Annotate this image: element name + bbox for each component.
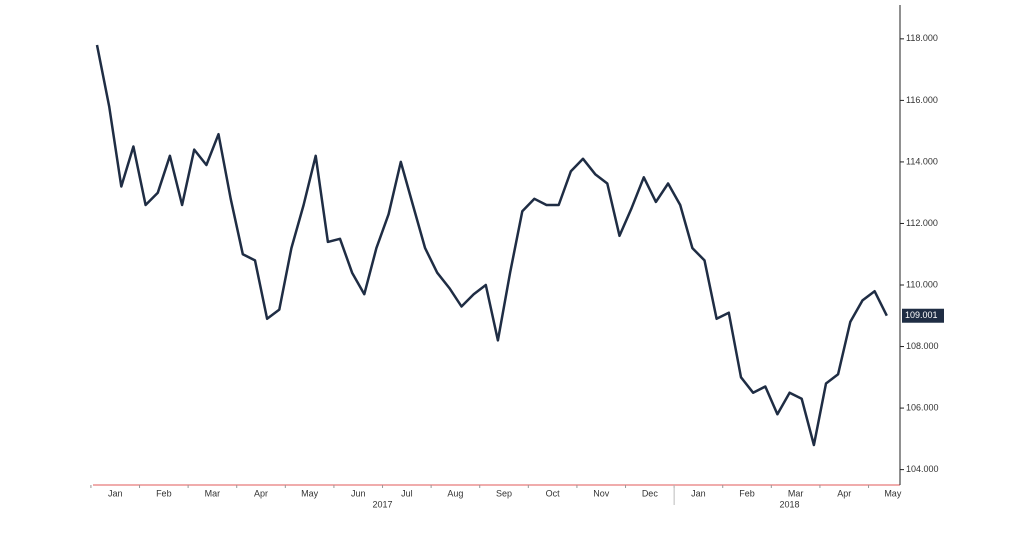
x-tick-label: Jul [401,488,413,498]
x-tick-label: Mar [205,488,221,498]
last-value-box [902,308,944,323]
x-tick-label: Sep [496,488,512,498]
x-tick-label: Aug [447,488,463,498]
y-tick-label: 108.000 [906,341,939,351]
y-tick-label: 104.000 [906,464,939,474]
x-tick-label: May [884,488,902,498]
x-tick-label: Jan [691,488,706,498]
x-tick-label: Jun [351,488,366,498]
x-tick-label: May [301,488,319,498]
x-tick-label: Jan [108,488,123,498]
x-tick-label: Nov [593,488,610,498]
x-tick-label: Apr [254,488,268,498]
y-tick-label: 116.000 [906,95,938,105]
x-tick-label: Mar [788,488,804,498]
x-tick-label: Oct [546,488,561,498]
y-tick-label: 118.000 [906,33,938,43]
x-tick-label: Apr [837,488,851,498]
y-tick-label: 110.000 [906,279,938,289]
x-tick-label: Feb [156,488,172,498]
y-tick-label: 112.000 [906,218,938,228]
x-tick-label: Feb [739,488,755,498]
last-value-text: 109.001 [905,310,938,320]
price-line [95,44,888,447]
y-tick-label: 106.000 [906,402,939,412]
y-tick-label: 114.000 [906,156,938,166]
x-tick-label: Dec [642,488,659,498]
year-label: 2018 [780,499,800,509]
year-label: 2017 [373,499,393,509]
last-value-label: 109.001 [902,308,944,323]
